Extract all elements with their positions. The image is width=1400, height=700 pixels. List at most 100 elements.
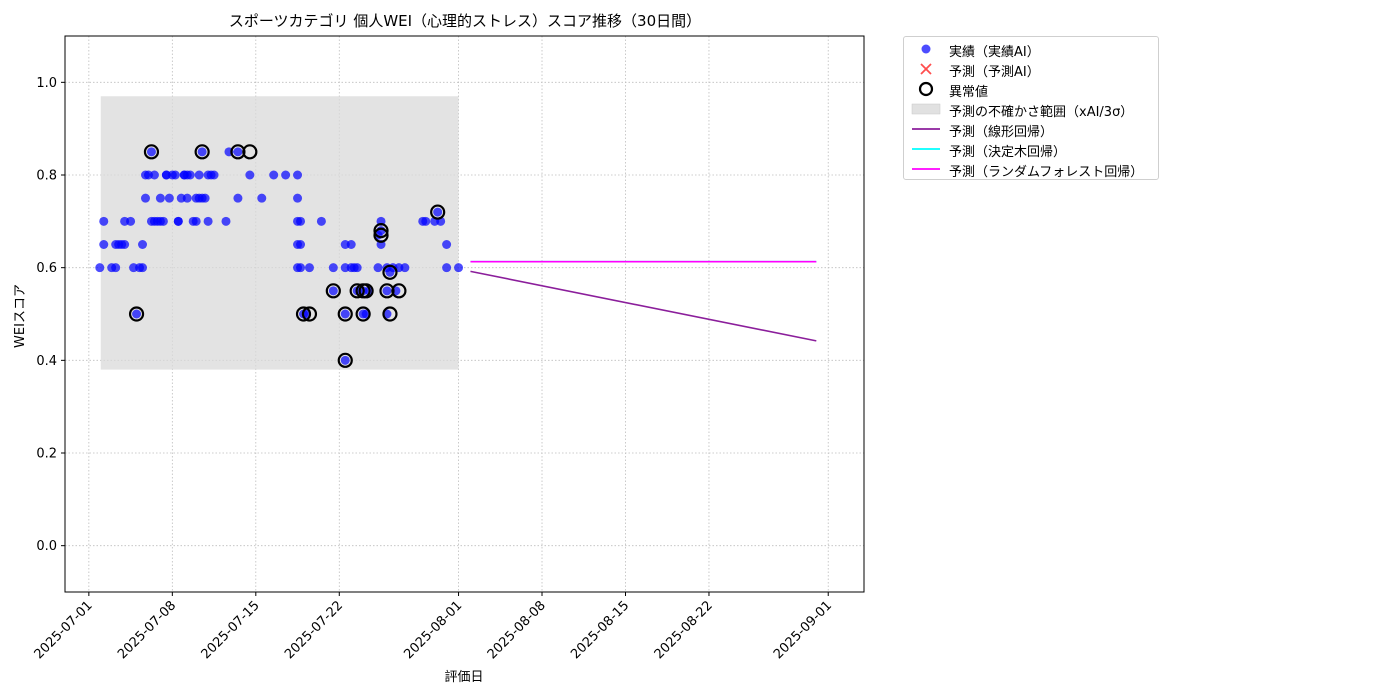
actual-point bbox=[382, 286, 392, 296]
actual-point bbox=[400, 263, 410, 273]
legend-label-linear: 予測（線形回帰） bbox=[949, 125, 1054, 140]
actual-point bbox=[194, 170, 204, 180]
actual-point bbox=[173, 216, 183, 226]
anomaly-marker bbox=[430, 204, 446, 220]
actual-point bbox=[316, 216, 326, 226]
x-tick-label: 2025-07-01 bbox=[32, 598, 96, 662]
actual-point bbox=[149, 170, 159, 180]
actual-point bbox=[120, 240, 130, 249]
cyan-line-icon bbox=[912, 148, 940, 150]
x-tick-label: 2025-08-22 bbox=[652, 598, 716, 662]
actual-point bbox=[155, 193, 165, 203]
actual-point bbox=[191, 216, 201, 226]
actual-point bbox=[296, 263, 306, 273]
chart-title: スポーツカテゴリ 個人WEI（心理的ストレス）スコア推移（30日間） bbox=[229, 12, 701, 30]
anomaly-marker bbox=[337, 352, 353, 368]
anomaly-marker bbox=[325, 283, 341, 299]
actual-point bbox=[442, 263, 452, 273]
actual-point bbox=[203, 216, 213, 226]
y-tick-label: 0.8 bbox=[36, 169, 57, 184]
x-axis-label: 評価日 bbox=[444, 670, 483, 685]
plot-frame bbox=[64, 35, 865, 593]
x-tick-label: 2025-08-15 bbox=[568, 598, 632, 662]
y-tick-label: 1.0 bbox=[36, 76, 57, 91]
actual-point bbox=[200, 193, 210, 203]
y-axis-ticks: 0.0 0.2 0.4 0.6 0.8 1.0 bbox=[36, 76, 65, 554]
actual-point bbox=[245, 170, 255, 180]
anomaly-marker bbox=[301, 306, 318, 322]
anomaly-marker bbox=[358, 283, 374, 299]
y-tick-label: 0.6 bbox=[36, 261, 57, 276]
legend-label-band: 予測の不確かさ範囲（xAI/3σ） bbox=[949, 105, 1134, 120]
anomaly-marker bbox=[337, 306, 353, 322]
actual-point bbox=[221, 216, 231, 226]
anomaly-marker bbox=[382, 264, 398, 280]
actual-point bbox=[158, 216, 168, 226]
anomaly-marker bbox=[373, 223, 389, 239]
legend: 実績（実績AI） 予測（予測AI） 異常値 予測の不確かさ範囲（xAI/3σ） … bbox=[903, 36, 1159, 180]
actual-point bbox=[99, 240, 109, 249]
legend-label-actual: 実績（実績AI） bbox=[949, 45, 1040, 60]
actual-point bbox=[146, 147, 156, 157]
anomaly-marker bbox=[295, 306, 312, 322]
actual-point bbox=[197, 147, 207, 157]
actual-point bbox=[340, 309, 350, 319]
anomaly-marker bbox=[128, 306, 145, 322]
actual-point bbox=[346, 240, 356, 249]
gray-swatch-icon bbox=[911, 103, 941, 115]
x-tick-label: 2025-07-22 bbox=[282, 598, 346, 662]
actual-point bbox=[138, 263, 148, 273]
linear-regression-line bbox=[470, 270, 817, 342]
anomaly-marker bbox=[382, 306, 398, 322]
actual-point bbox=[433, 207, 443, 217]
actual-point bbox=[281, 170, 291, 180]
blue-dot-icon bbox=[921, 44, 931, 54]
y-tick-label: 0.4 bbox=[36, 354, 57, 369]
actual-point bbox=[126, 216, 136, 226]
legend-label-forest: 予測（ランダムフォレスト回帰） bbox=[949, 165, 1144, 180]
actual-point bbox=[140, 193, 150, 203]
actual-point bbox=[442, 240, 452, 249]
actual-point bbox=[209, 170, 219, 180]
purple-line-icon bbox=[912, 128, 940, 130]
anomaly-marker bbox=[391, 283, 407, 299]
actual-point bbox=[328, 286, 338, 296]
anomaly-marker bbox=[194, 144, 210, 160]
x-tick-label: 2025-09-01 bbox=[771, 598, 835, 662]
anomaly-markers bbox=[128, 144, 446, 368]
actual-point bbox=[233, 193, 243, 203]
actual-point bbox=[304, 263, 314, 273]
actual-point bbox=[293, 193, 303, 203]
legend-item-band: 予測の不確かさ範囲（xAI/3σ） bbox=[904, 99, 1158, 120]
actual-points bbox=[95, 147, 464, 365]
uncertainty-band bbox=[100, 96, 459, 370]
legend-label-predicted: 予測（予測AI） bbox=[949, 65, 1040, 80]
legend-item-linear: 予測（線形回帰） bbox=[904, 119, 1158, 140]
anomaly-marker bbox=[349, 283, 365, 299]
x-tick-label: 2025-07-15 bbox=[199, 598, 263, 662]
x-tick-label: 2025-08-01 bbox=[401, 598, 465, 662]
actual-point bbox=[132, 309, 142, 319]
y-tick-label: 0.2 bbox=[36, 447, 57, 462]
legend-item-predicted: 予測（予測AI） bbox=[904, 59, 1158, 80]
y-axis-label: WEIスコア bbox=[13, 284, 28, 348]
actual-point bbox=[95, 263, 105, 273]
x-axis-ticks: 2025-07-01 2025-07-08 2025-07-15 2025-07-22… bbox=[32, 592, 835, 662]
actual-point bbox=[421, 216, 431, 226]
red-x-icon bbox=[920, 63, 932, 75]
actual-point bbox=[328, 263, 338, 273]
actual-point bbox=[233, 147, 243, 157]
actual-point bbox=[373, 263, 383, 273]
magenta-line-icon bbox=[912, 168, 940, 170]
actual-point bbox=[257, 193, 267, 203]
black-ring-icon bbox=[918, 81, 934, 97]
anomaly-marker bbox=[355, 306, 371, 322]
actual-point bbox=[170, 170, 180, 180]
legend-label-tree: 予測（決定木回帰） bbox=[949, 145, 1067, 160]
actual-point bbox=[99, 216, 109, 226]
legend-label-anomaly: 異常値 bbox=[949, 85, 989, 100]
actual-point bbox=[293, 170, 303, 180]
actual-point bbox=[111, 263, 121, 273]
actual-point bbox=[352, 263, 362, 273]
